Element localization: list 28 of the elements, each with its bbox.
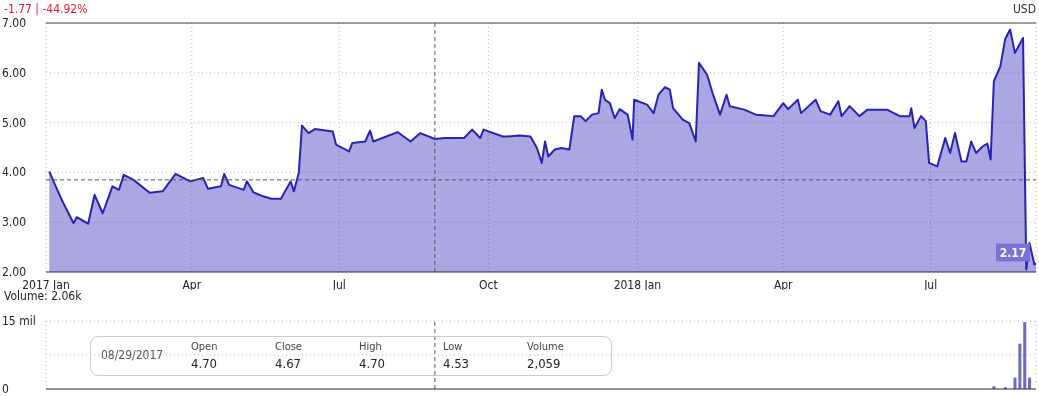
y-tick-label: 6.00	[2, 65, 27, 80]
x-tick-label: 2017 Jan	[22, 277, 70, 292]
y-tick-label: 4.00	[2, 165, 27, 180]
annotation: Open	[191, 340, 218, 353]
y-tick-label: 0	[2, 382, 9, 396]
x-tick-label: Oct	[479, 277, 498, 292]
y-axis-title: USD	[1012, 2, 1036, 16]
y-tick-label: 3.00	[2, 215, 27, 230]
annotation: 4.70	[191, 356, 218, 371]
x-tick-label: Jul	[331, 277, 346, 292]
annotation: Close	[275, 340, 302, 353]
annotation: High	[359, 340, 382, 353]
y-tick-label: 5.00	[2, 115, 27, 130]
x-tick-label: 2018 Jan	[613, 277, 662, 292]
y-tick-label: 7.00	[2, 16, 27, 30]
x-tick-label: Jul	[923, 277, 938, 292]
annotation: 4.67	[275, 356, 302, 371]
annotation: 4.53	[443, 356, 470, 371]
chart-title: Volume: 2.06k	[4, 289, 82, 303]
annotation: 2,059	[527, 356, 561, 371]
y-tick-label: 2.00	[2, 265, 27, 279]
annotation: 4.70	[359, 356, 386, 371]
y-tick-label: 15 mil	[2, 314, 36, 328]
annotation: 08/29/2017	[101, 348, 164, 362]
annotation: Volume	[527, 340, 564, 353]
annotation: 2.17	[999, 245, 1027, 260]
chart-subtitle: -1.77 | -44.92%	[4, 2, 88, 16]
annotation: Low	[443, 340, 463, 353]
